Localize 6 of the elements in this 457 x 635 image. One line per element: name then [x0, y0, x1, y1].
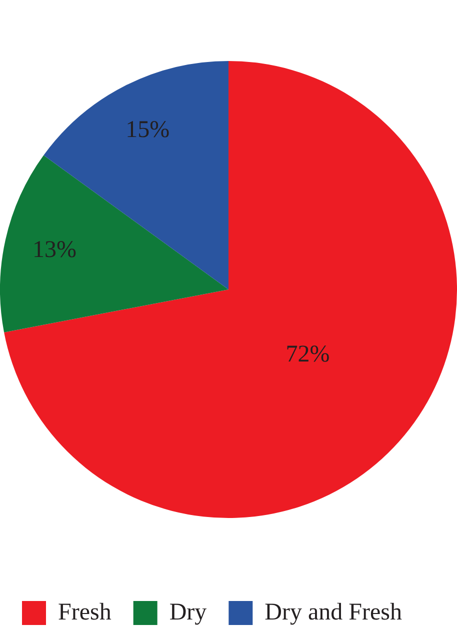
data-label: 15%: [126, 116, 170, 143]
legend-label: Fresh: [58, 599, 112, 626]
legend-label: Dry: [169, 599, 207, 626]
data-label: 72%: [286, 341, 330, 368]
legend-label: Dry and Fresh: [264, 599, 402, 626]
data-label: 13%: [32, 236, 77, 263]
